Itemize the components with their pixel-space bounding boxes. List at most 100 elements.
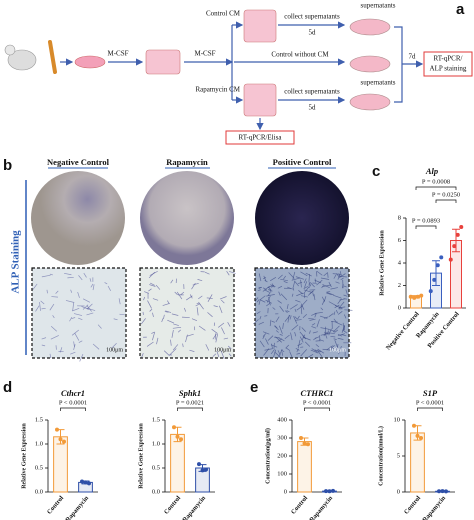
y-tick-label: 0.5 — [152, 464, 160, 471]
y-tick-label: 100 — [277, 470, 287, 477]
diagram-label: supernatants — [361, 2, 396, 10]
significance-bracket — [60, 407, 86, 411]
cell-texture — [163, 350, 170, 356]
cell-texture — [290, 332, 293, 341]
cell-texture — [272, 307, 276, 310]
cell-texture — [320, 332, 330, 336]
cell-texture — [49, 303, 55, 311]
data-point — [179, 437, 183, 442]
cell-texture — [313, 294, 316, 301]
x-tick-label: Rapamycin — [64, 494, 90, 520]
cell-texture — [70, 351, 76, 355]
cell-texture — [220, 350, 225, 359]
cell-texture — [297, 315, 300, 320]
cell-texture — [300, 303, 305, 310]
cell-texture — [339, 271, 342, 276]
cell-texture — [221, 327, 225, 335]
cell-texture — [296, 292, 304, 297]
cell-texture — [262, 287, 267, 291]
cell-texture — [161, 318, 164, 323]
cell-texture — [342, 329, 348, 334]
cell-texture — [141, 353, 144, 358]
cell-texture — [113, 318, 118, 321]
chart-title: Cthcr1 — [61, 388, 85, 398]
cell-texture — [148, 288, 152, 292]
error-bar — [452, 228, 460, 253]
cell-texture — [333, 318, 337, 323]
cell-texture — [304, 341, 311, 347]
cell-texture — [264, 315, 268, 317]
cell-texture — [176, 291, 183, 300]
significance-bracket — [415, 225, 437, 229]
data-point — [299, 436, 303, 440]
cell-texture — [118, 298, 121, 305]
cell-texture — [198, 301, 204, 310]
cell-texture — [269, 277, 277, 282]
group-label: Positive Control — [273, 157, 332, 167]
cell-texture — [107, 285, 111, 292]
cell-texture — [256, 311, 261, 315]
data-point — [432, 277, 437, 282]
cell-texture — [323, 296, 327, 303]
scale-bar: 100μm — [329, 347, 346, 353]
cell-texture — [287, 286, 293, 290]
x-tick-label: Control — [403, 495, 422, 516]
cell-texture — [227, 345, 232, 349]
cell-texture — [311, 326, 317, 329]
cell-texture — [333, 294, 342, 299]
cell-texture — [196, 307, 199, 316]
cell-texture — [189, 349, 195, 352]
cell-texture — [172, 344, 179, 351]
cell-texture — [312, 292, 314, 297]
cell-texture — [207, 294, 213, 303]
cell-texture — [275, 330, 279, 333]
cell-texture — [339, 275, 347, 278]
data-point — [302, 441, 307, 446]
cell-texture — [296, 352, 301, 355]
cell-texture — [171, 313, 179, 316]
cell-texture — [295, 299, 301, 303]
data-point — [435, 263, 440, 268]
p-value: P < 0.0001 — [303, 399, 331, 406]
cell-texture — [78, 275, 83, 281]
cell-texture — [149, 308, 153, 312]
data-point — [444, 489, 448, 494]
panel-label: e — [250, 379, 258, 396]
y-tick-label: 0.0 — [35, 488, 43, 495]
cell-texture — [294, 308, 297, 312]
cell-texture — [51, 296, 59, 298]
data-point — [408, 294, 413, 299]
cell-texture — [314, 278, 316, 283]
cell-texture — [309, 290, 314, 294]
cell-texture — [303, 289, 312, 293]
cell-texture — [339, 298, 345, 301]
cell-texture — [285, 344, 290, 349]
cell-texture — [326, 345, 334, 351]
data-point — [412, 295, 417, 300]
group-label: Rapamycin — [166, 157, 208, 167]
cell-texture — [278, 337, 285, 342]
cell-texture — [317, 348, 325, 354]
cell-texture — [164, 311, 169, 313]
cell-texture — [320, 327, 329, 330]
cell-texture — [69, 317, 73, 322]
cell-texture — [275, 336, 282, 343]
cell-texture — [333, 311, 336, 316]
side-label: ALP Staining — [10, 230, 22, 294]
cell-texture — [326, 330, 330, 335]
cell-texture — [289, 304, 298, 310]
p-value: P = 0.0021 — [176, 399, 204, 406]
cell-texture — [301, 327, 306, 332]
cell-texture — [148, 271, 156, 279]
cell-texture — [146, 341, 154, 347]
cell-texture — [343, 294, 348, 297]
y-tick-label: 0.5 — [35, 464, 43, 471]
cell-texture — [77, 291, 80, 298]
cell-texture — [275, 316, 280, 323]
cell-texture — [271, 343, 273, 349]
cell-texture — [336, 273, 341, 279]
cell-texture — [311, 323, 316, 326]
x-tick-label: Negative Control — [385, 311, 421, 352]
cell-texture — [294, 331, 297, 337]
cell-texture — [279, 305, 285, 312]
